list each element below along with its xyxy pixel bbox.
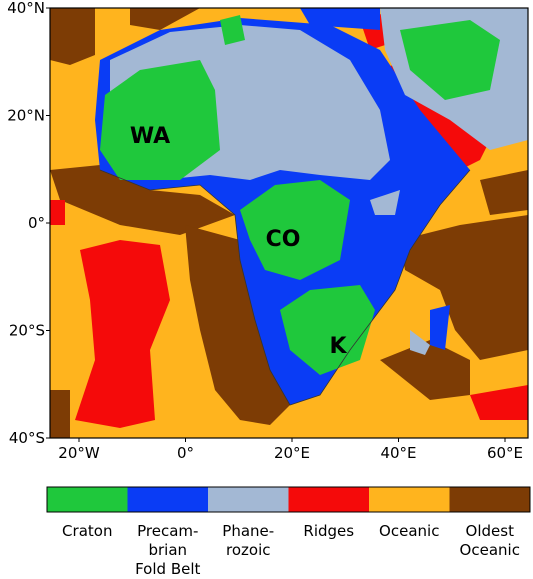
x-tick-label: 40°E <box>380 444 416 462</box>
x-tick-label: 0° <box>177 444 194 462</box>
y-tick-label: 0° <box>28 214 45 232</box>
x-tick-label: 20°W <box>58 444 100 462</box>
legend-label: brian <box>148 541 187 559</box>
legend-swatch <box>288 487 369 512</box>
y-tick-label: 20°S <box>9 322 45 340</box>
legend-label: Oldest <box>466 522 515 540</box>
legend-label: rozoic <box>226 541 270 559</box>
coastline <box>99 169 471 406</box>
fold-belt <box>300 8 380 30</box>
legend-label: Oceanic <box>460 541 520 559</box>
legend-label: Precam- <box>137 522 198 540</box>
legend-swatch <box>127 487 208 512</box>
y-tick-label: 40°S <box>9 429 45 447</box>
legend-label: Ridges <box>303 522 354 540</box>
x-tick-label: 60°E <box>487 444 523 462</box>
region-label: K <box>329 334 347 359</box>
legend-frame <box>46 486 531 513</box>
madagascar <box>430 305 450 350</box>
legend-swatch <box>208 487 289 512</box>
region-label: WA <box>130 124 170 149</box>
y-tick-label: 20°N <box>7 107 45 125</box>
legend-label: Oceanic <box>379 522 439 540</box>
craton <box>100 15 500 375</box>
map-area <box>49 7 529 439</box>
legend-swatch <box>369 487 450 512</box>
legend-label: Fold Belt <box>135 560 200 578</box>
legend-label: Craton <box>62 522 112 540</box>
oldest-oceanic <box>50 8 528 438</box>
legend-label: Phane- <box>222 522 274 540</box>
legend-swatch <box>47 487 128 512</box>
y-tick-label: 40°N <box>7 0 45 17</box>
region-label: CO <box>266 227 301 252</box>
x-tick-label: 20°E <box>274 444 310 462</box>
legend-swatch <box>449 487 530 512</box>
